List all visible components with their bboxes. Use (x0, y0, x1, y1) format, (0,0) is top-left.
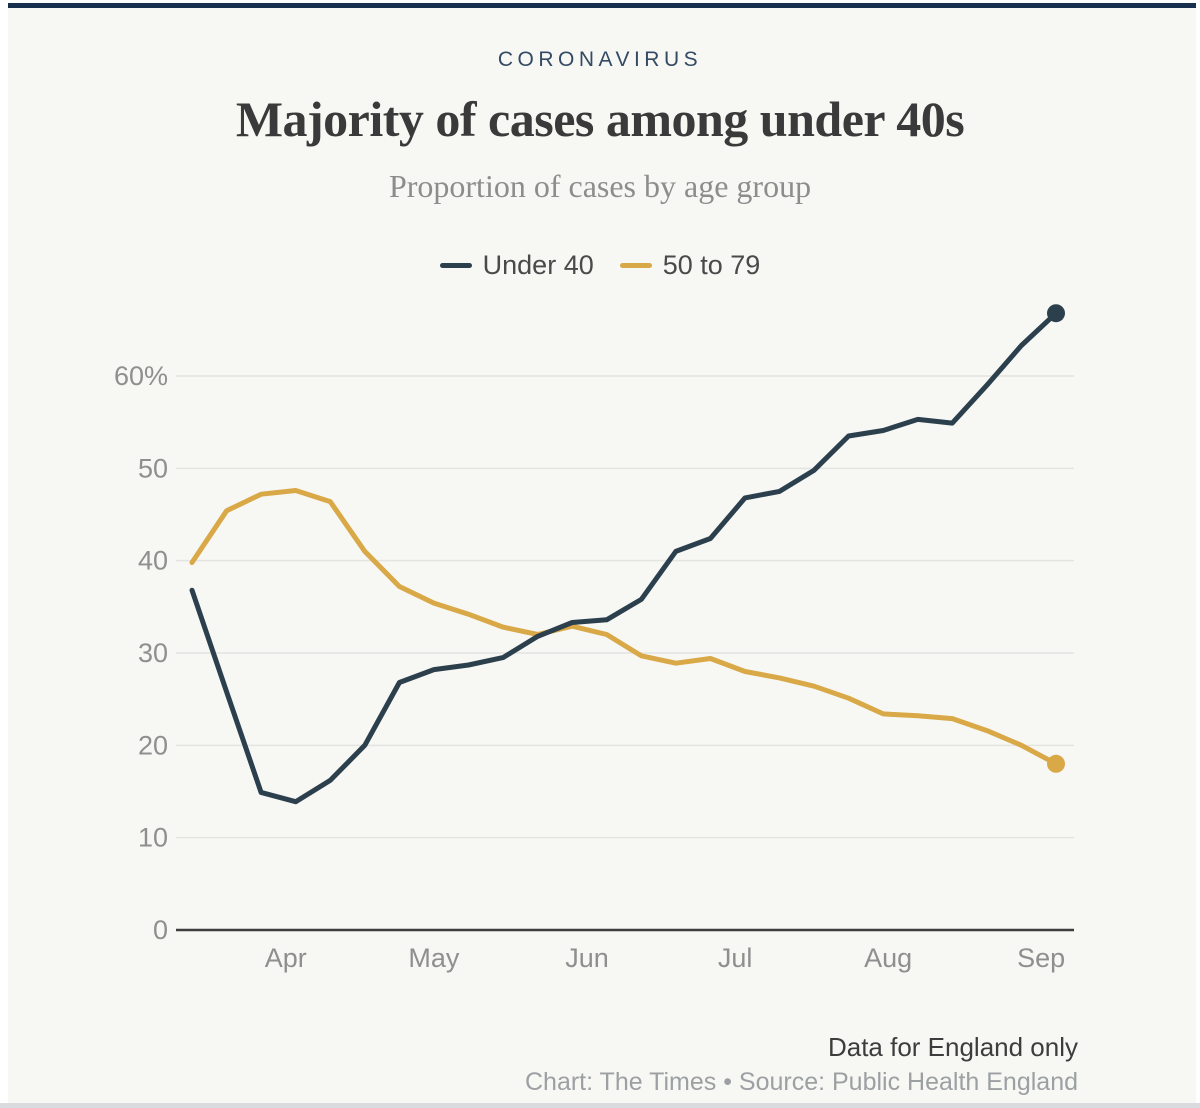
legend-label-under-40: Under 40 (482, 250, 594, 280)
end-dot-50-to-79 (1047, 754, 1065, 773)
x-tick-label: Sep (1017, 943, 1065, 973)
kicker-label: CORONAVIRUS (497, 48, 703, 71)
y-tick-label: 20 (138, 730, 168, 760)
footer-note: Data for England only (827, 1032, 1078, 1062)
x-tick-label: Jul (718, 943, 753, 973)
y-tick-label: 50 (138, 453, 168, 483)
chart-card (8, 3, 1196, 1103)
legend-swatch-50-to-79 (619, 263, 652, 268)
legend-item-under-40: Under 40 (439, 250, 594, 281)
x-tick-label: Aug (864, 943, 912, 973)
y-tick-label: 60% (114, 361, 168, 391)
legend: Under 40 50 to 79 (0, 250, 1200, 281)
x-tick-label: Apr (265, 943, 307, 973)
y-tick-label: 30 (138, 638, 168, 668)
end-dot-under-40 (1047, 304, 1065, 323)
y-tick-label: 40 (138, 546, 168, 576)
legend-item-50-to-79: 50 to 79 (619, 250, 761, 281)
footer-credit: Chart: The Times • Source: Public Health… (524, 1068, 1078, 1096)
chart-subtitle: Proportion of cases by age group (388, 168, 812, 204)
y-tick-label: 10 (138, 823, 168, 853)
legend-label-50-to-79: 50 to 79 (662, 250, 761, 280)
x-tick-label: Jun (565, 943, 609, 973)
series-line-50-to-79 (189, 488, 1059, 767)
legend-swatch-under-40 (439, 263, 472, 268)
y-tick-label: 0 (153, 915, 168, 945)
series-line-under-40 (189, 310, 1059, 805)
x-tick-label: May (408, 943, 460, 973)
chart-title: Majority of cases among under 40s (235, 91, 965, 147)
window-bottom-edge (0, 1103, 1200, 1108)
